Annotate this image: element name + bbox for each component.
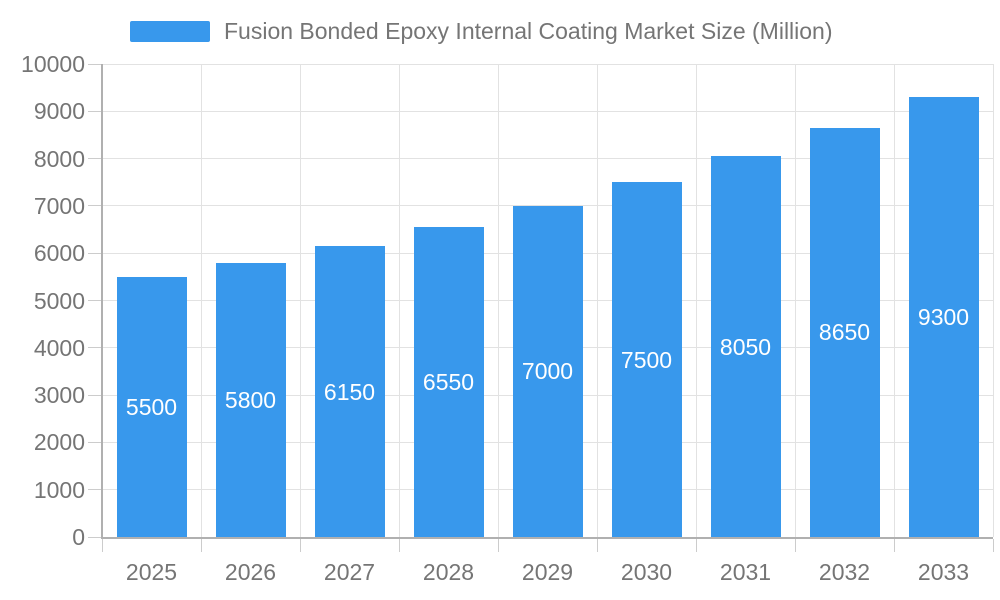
y-tick-label: 7000 [33, 192, 85, 219]
grid-line-h [102, 63, 993, 65]
y-axis-line [101, 64, 103, 539]
grid-line-v [794, 64, 796, 537]
y-tick-label: 3000 [33, 382, 85, 409]
x-tick-label: 2026 [224, 559, 277, 585]
y-tick-mark [88, 300, 102, 301]
y-tick-label: 5000 [33, 287, 85, 314]
bar[interactable] [413, 227, 484, 537]
bar[interactable] [314, 246, 385, 537]
y-tick-label: 9000 [33, 98, 85, 125]
x-tick-label: 2032 [818, 559, 871, 585]
bar[interactable] [809, 127, 880, 537]
bar[interactable] [908, 97, 979, 537]
x-tick-mark [695, 539, 697, 552]
y-tick-label: 6000 [33, 240, 85, 267]
x-tick-label: 2025 [125, 559, 178, 585]
x-tick-mark [101, 539, 103, 552]
y-tick-label: 1000 [33, 476, 85, 503]
y-tick-mark [88, 536, 102, 538]
grid-line-v [893, 64, 895, 537]
grid-line-v [695, 64, 697, 537]
legend-swatch [130, 20, 210, 42]
x-tick-mark [794, 539, 796, 552]
y-tick-mark [88, 252, 102, 254]
x-tick-mark [299, 539, 301, 552]
y-tick-label: 2000 [33, 429, 85, 456]
grid-line-v [299, 64, 301, 537]
x-tick-mark [893, 539, 895, 552]
legend-label: Fusion Bonded Epoxy Internal Coating Mar… [224, 17, 833, 44]
grid-line-h [102, 158, 993, 160]
x-tick-mark [398, 539, 400, 552]
x-tick-label: 2033 [917, 559, 970, 585]
legend[interactable]: Fusion Bonded Epoxy Internal Coating Mar… [130, 16, 833, 46]
x-tick-mark [596, 539, 598, 552]
y-tick-mark [88, 347, 102, 349]
x-tick-mark [992, 539, 994, 552]
bar[interactable] [116, 276, 187, 537]
bar[interactable] [215, 262, 286, 537]
y-tick-label: 8000 [33, 145, 85, 172]
x-tick-label: 2028 [422, 559, 475, 585]
y-tick-label: 0 [72, 524, 85, 550]
grid-line-h [102, 110, 993, 112]
x-tick-label: 2027 [323, 559, 376, 585]
y-tick-label: 10000 [21, 51, 85, 77]
grid-line-v [992, 64, 994, 537]
grid-line-v [596, 64, 598, 537]
x-tick-mark [200, 539, 202, 552]
y-tick-mark [88, 394, 102, 396]
x-tick-label: 2029 [521, 559, 574, 585]
y-tick-mark [88, 110, 102, 112]
y-tick-mark [88, 441, 102, 443]
grid-line-v [497, 64, 499, 537]
x-tick-mark [497, 539, 499, 552]
y-tick-mark [88, 205, 102, 207]
x-axis-line [102, 537, 993, 539]
grid-line-v [398, 64, 400, 537]
bar[interactable] [710, 156, 781, 537]
grid-line-v [200, 64, 202, 537]
bar[interactable] [611, 182, 682, 537]
x-tick-label: 2030 [620, 559, 673, 585]
y-tick-mark [88, 63, 102, 65]
bar[interactable] [512, 205, 583, 537]
y-tick-label: 4000 [33, 334, 85, 361]
y-tick-mark [88, 489, 102, 491]
x-tick-label: 2031 [719, 559, 772, 585]
y-tick-mark [88, 158, 102, 160]
